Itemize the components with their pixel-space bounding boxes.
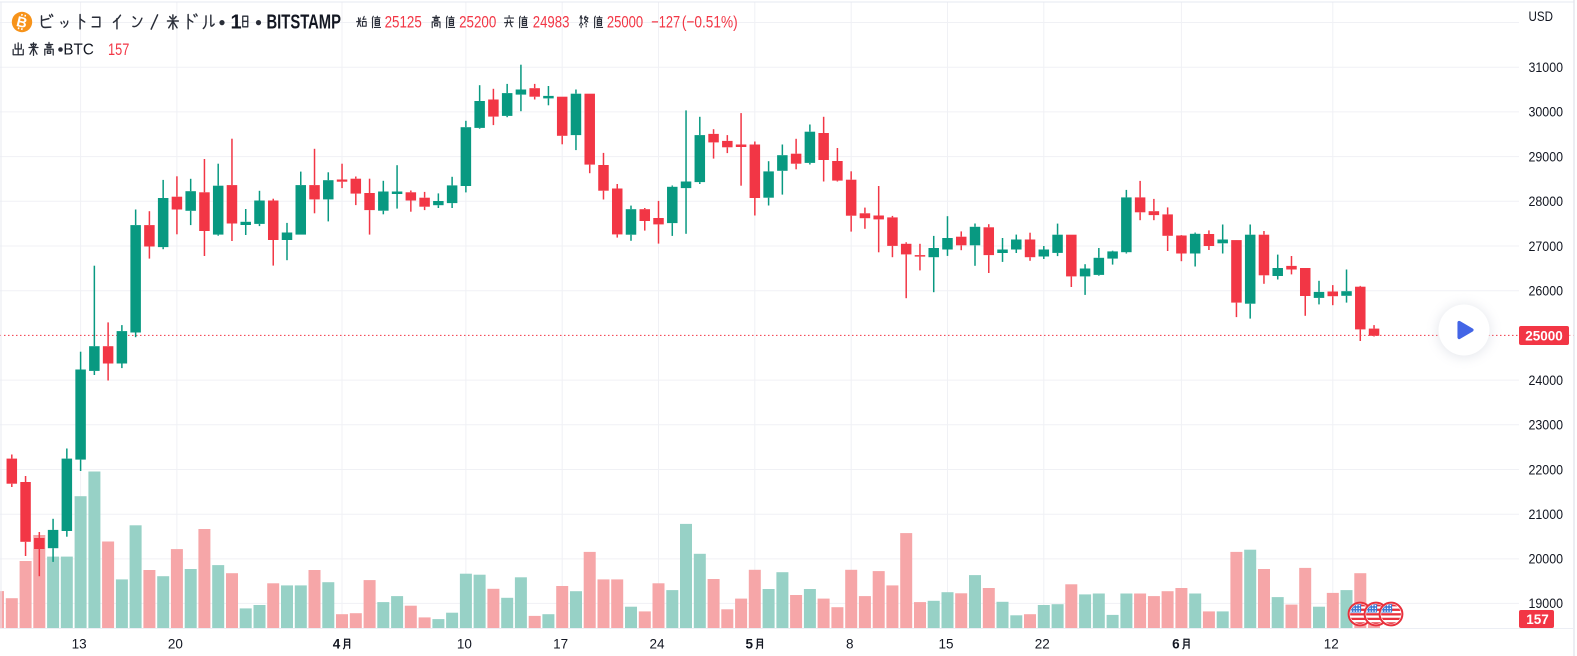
svg-text:6: 6 — [1172, 637, 1180, 652]
svg-text:1: 1 — [231, 12, 242, 34]
svg-text:22: 22 — [1035, 637, 1050, 652]
svg-text:19000: 19000 — [1529, 596, 1564, 611]
svg-text:25000: 25000 — [607, 13, 643, 32]
svg-text:23000: 23000 — [1529, 418, 1564, 433]
svg-text:15: 15 — [938, 637, 953, 652]
svg-text:22000: 22000 — [1529, 462, 1564, 477]
svg-text:25125: 25125 — [385, 13, 422, 32]
svg-text:BITSTAMP: BITSTAMP — [267, 10, 342, 33]
svg-text:24: 24 — [649, 637, 665, 652]
svg-text:20: 20 — [168, 637, 183, 652]
svg-text:12: 12 — [1324, 637, 1339, 652]
svg-text:17: 17 — [553, 637, 568, 652]
svg-text:24000: 24000 — [1529, 373, 1564, 388]
svg-text:10: 10 — [457, 637, 472, 652]
svg-text:157: 157 — [1526, 612, 1549, 627]
svg-text:25200: 25200 — [459, 13, 496, 32]
svg-text:31000: 31000 — [1529, 60, 1564, 75]
svg-text:5: 5 — [746, 637, 754, 652]
svg-text:24983: 24983 — [533, 13, 570, 32]
svg-text:8: 8 — [846, 637, 854, 652]
svg-text:25000: 25000 — [1525, 328, 1563, 343]
svg-text:BTC: BTC — [63, 42, 93, 59]
svg-text:4: 4 — [333, 637, 341, 652]
svg-text:13: 13 — [72, 637, 87, 652]
svg-text:(−0.51%): (−0.51%) — [682, 13, 738, 32]
svg-text:29000: 29000 — [1529, 149, 1564, 164]
svg-text:27000: 27000 — [1529, 239, 1564, 254]
svg-text:USD: USD — [1529, 9, 1554, 24]
svg-text:−127: −127 — [651, 13, 680, 32]
svg-text:157: 157 — [108, 40, 129, 59]
svg-text:21000: 21000 — [1529, 507, 1564, 522]
svg-text:30000: 30000 — [1529, 105, 1564, 120]
svg-text:26000: 26000 — [1529, 284, 1564, 299]
svg-text:28000: 28000 — [1529, 194, 1564, 209]
svg-text:20000: 20000 — [1529, 552, 1564, 567]
